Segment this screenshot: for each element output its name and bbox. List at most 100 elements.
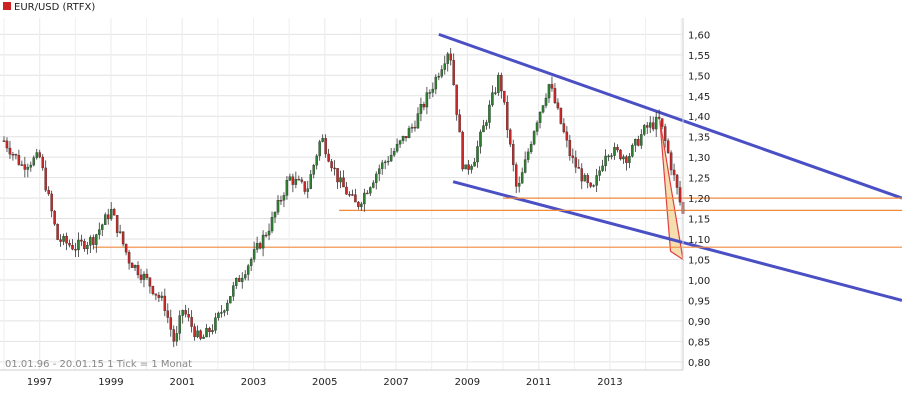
candle-body <box>470 166 473 170</box>
candle-body <box>482 125 485 133</box>
candle-body <box>500 75 503 92</box>
footer-text: 01.01.96 - 20.01.15 1 Tick = 1 Monat <box>5 359 192 370</box>
x-tick-label: 1999 <box>98 377 123 388</box>
candle-body <box>324 138 327 155</box>
candle-body <box>261 234 265 249</box>
candle-body <box>50 193 53 212</box>
candle-body <box>589 182 592 187</box>
candle-body <box>2 140 6 142</box>
candle-body <box>657 116 661 119</box>
candle-body <box>383 161 387 164</box>
candle-body <box>345 186 348 195</box>
y-tick-label: 1,25 <box>688 174 710 185</box>
candle-body <box>118 231 122 233</box>
x-tick-label: 2007 <box>383 377 408 388</box>
candle-body <box>413 126 417 129</box>
candle-body <box>619 149 622 160</box>
y-tick-label: 0,90 <box>688 317 710 328</box>
candle-body <box>473 161 476 167</box>
y-tick-label: 1,45 <box>688 92 710 103</box>
candle-body <box>106 214 110 220</box>
candle-body <box>300 179 304 182</box>
candle-body <box>428 92 432 94</box>
candle-body <box>360 203 363 207</box>
candle-body <box>279 200 283 202</box>
candle-body <box>640 134 643 146</box>
candle-body <box>255 243 259 250</box>
candle-body <box>514 164 518 187</box>
candle-body <box>74 249 77 251</box>
candle-body <box>389 154 393 162</box>
candle-body <box>115 215 119 233</box>
candle-body <box>160 295 164 298</box>
candle-body <box>488 104 491 123</box>
candle-body <box>315 155 318 166</box>
candle-body <box>651 122 655 130</box>
candle-body <box>38 152 41 158</box>
candle-body <box>92 237 95 245</box>
candle-body <box>238 278 241 282</box>
candle-body <box>229 296 232 304</box>
candle-body <box>568 140 572 157</box>
candle-body <box>181 310 184 316</box>
candle-body <box>199 330 202 339</box>
candle-body <box>276 200 280 213</box>
candle-body <box>532 131 536 145</box>
candle-body <box>485 122 488 126</box>
candle-body <box>139 274 143 280</box>
y-tick-labels: 1,60 1,55 1,50 1,45 1,40 1,35 1,30 1,25 1,20 1,15… <box>688 30 710 368</box>
candle-body <box>196 330 199 338</box>
candle-body <box>217 312 220 318</box>
candle-body <box>47 189 50 195</box>
candle-body <box>71 245 74 250</box>
y-tick-label: 1,60 <box>688 30 710 41</box>
candle-body <box>321 138 324 142</box>
candle-body <box>184 310 187 315</box>
candle-body <box>240 277 244 282</box>
y-tick-label: 0,95 <box>688 296 710 307</box>
candle-body <box>646 125 649 128</box>
candle-body <box>571 155 575 158</box>
candle-body <box>306 188 310 192</box>
candle-body <box>303 181 307 192</box>
candle-body <box>613 147 616 156</box>
candle-body <box>476 146 479 163</box>
candle-body <box>601 165 604 171</box>
candle-body <box>288 176 292 181</box>
candle-body <box>127 252 131 264</box>
candle-body <box>148 277 152 287</box>
candle-body <box>577 167 581 169</box>
candle-body <box>648 122 652 128</box>
x-tick-label: 2005 <box>312 377 337 388</box>
candle-body <box>53 210 56 225</box>
candle-body <box>434 76 438 90</box>
candle-body <box>386 160 390 163</box>
candle-body <box>223 310 226 313</box>
candle-body <box>32 157 36 166</box>
candle-body <box>318 141 321 157</box>
candle-body <box>98 229 101 235</box>
candle-body <box>11 154 15 156</box>
candle-body <box>363 192 366 205</box>
candle-body <box>151 286 155 294</box>
y-tick-label: 1,20 <box>688 194 710 205</box>
candle-body <box>622 156 625 160</box>
candle-body <box>431 88 435 93</box>
candle-body <box>205 328 208 338</box>
candle-body <box>154 293 158 296</box>
candle-body <box>202 336 205 339</box>
y-tick-label: 1,00 <box>688 276 710 287</box>
candle-body <box>637 138 640 146</box>
candle-body <box>312 165 315 175</box>
candle-body <box>130 263 134 268</box>
candle-body <box>136 265 140 276</box>
candle-body <box>327 153 330 162</box>
x-tick-label: 2011 <box>526 377 551 388</box>
candle-body <box>23 164 27 170</box>
y-tick-label: 1,05 <box>688 255 710 266</box>
candle-body <box>407 128 411 139</box>
candle-body <box>506 102 509 131</box>
candle-body <box>211 330 214 333</box>
candle-body <box>339 177 342 183</box>
